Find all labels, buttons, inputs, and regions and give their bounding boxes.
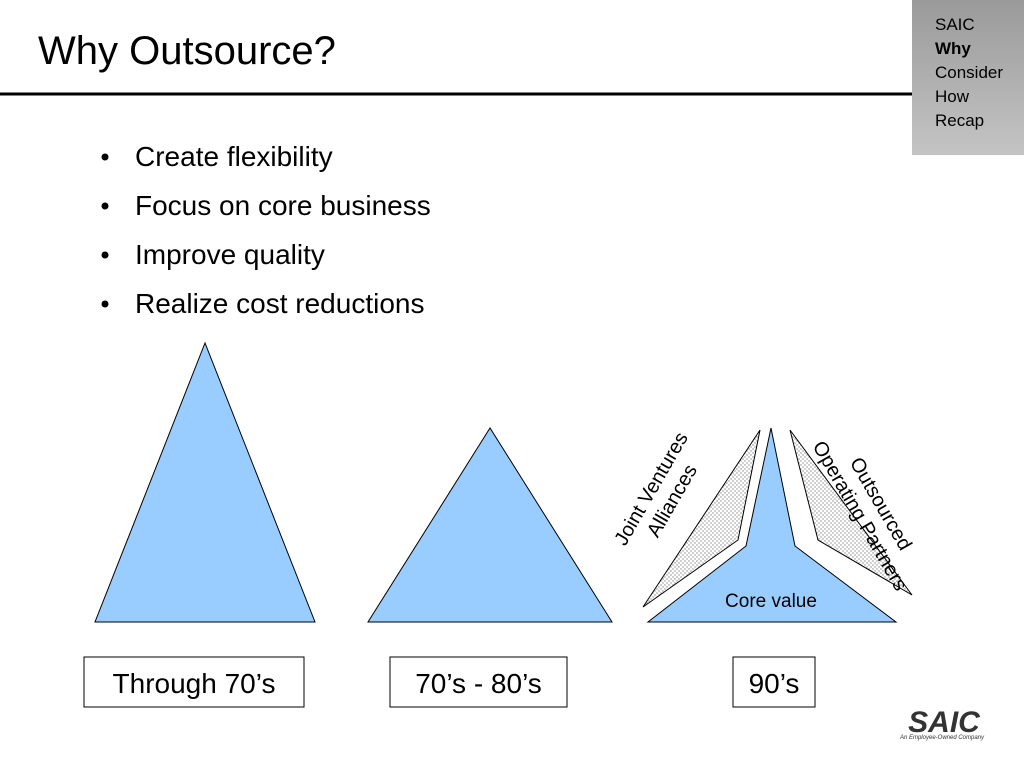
core-label: Core value [725,591,817,612]
bullet-dot [101,153,109,161]
era-label: 90’s [749,668,800,699]
bullet: Realize cost reductions [135,288,424,319]
logo-tagline: An Employee-Owned Company [899,735,985,741]
era-label: Through 70’s [113,668,276,699]
nav-item: Why [935,39,971,58]
era-label: 70’s - 80’s [415,668,542,699]
right-band [789,429,913,596]
left-band [642,429,761,608]
triangle-medium [367,427,613,623]
nav-panel [912,0,1024,155]
bullet-dot [101,251,109,259]
bullet: Focus on core business [135,190,431,221]
bullet-dot [101,202,109,210]
era-box [83,656,305,708]
core-shape [646,427,898,623]
era-box [389,656,568,708]
era-box [732,656,816,708]
bullet: Create flexibility [135,141,333,172]
nav-item: Recap [935,111,984,130]
era-labels: Through 70’s 70’s - 80’s 90’s [83,656,816,708]
bullet-dot [101,300,109,308]
nav-item: How [935,87,970,106]
triangle-tall [94,341,316,623]
nav-item: Consider [935,63,1003,82]
nav-item: SAIC [935,15,975,34]
bullet-list: Create flexibility Focus on core business… [101,141,431,319]
nav: SAIC Why Consider How Recap [935,15,1003,130]
bullet: Improve quality [135,239,325,270]
logo: SAIC [908,706,981,739]
title: Why Outsource? [38,29,336,73]
